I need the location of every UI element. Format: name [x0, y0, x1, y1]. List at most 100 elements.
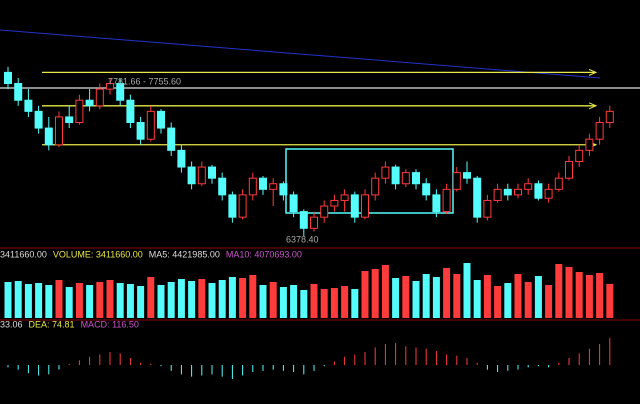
volume-bar	[412, 281, 420, 318]
volume-bar	[361, 271, 369, 318]
candle-body	[126, 99, 135, 123]
legend-label: 3411660.00	[0, 249, 47, 259]
candle-body	[95, 88, 104, 107]
candle-body	[197, 166, 206, 185]
candle-body	[554, 177, 563, 190]
volume-bar	[218, 280, 226, 318]
candle-body	[401, 172, 410, 185]
legend-label: MA10: 4070693.00	[226, 249, 302, 259]
candle-body	[565, 160, 573, 179]
volume-bar	[575, 272, 583, 318]
volume-bar	[106, 280, 114, 318]
volume-bar	[24, 284, 32, 318]
volume-bar	[35, 283, 43, 318]
legend-label: DEA: 74.81	[29, 319, 75, 329]
volume-bar	[545, 285, 553, 318]
candle-body	[228, 194, 237, 218]
candle-body	[208, 166, 216, 179]
candle-body	[259, 177, 267, 190]
candle-body	[238, 194, 247, 218]
candle-body	[432, 194, 441, 213]
candle-body	[310, 216, 318, 229]
volume-bar	[157, 285, 165, 318]
volume-bar	[249, 275, 257, 318]
candle-body	[75, 99, 84, 123]
volume-bar	[453, 274, 461, 318]
volume-bar	[514, 274, 522, 318]
volume-bar	[392, 278, 400, 318]
candle-body	[85, 99, 94, 107]
candle-body	[340, 194, 349, 201]
candle-body	[361, 194, 369, 218]
volume-bar	[137, 286, 145, 318]
volume-bar	[463, 263, 471, 318]
candle-body	[503, 188, 512, 196]
candle-body	[514, 188, 522, 196]
volume-bar	[14, 281, 22, 318]
volume-bar	[75, 283, 83, 318]
volume-bar	[443, 268, 451, 318]
volume-bar	[269, 282, 277, 318]
candle-body	[422, 183, 431, 196]
trend-line	[0, 29, 601, 79]
candle-body	[320, 205, 329, 218]
volume-bar	[432, 277, 440, 318]
candle-body	[544, 188, 553, 199]
candle-body	[452, 172, 461, 190]
volume-bar	[351, 289, 359, 318]
candle-body	[187, 166, 196, 185]
candle-body	[146, 110, 155, 140]
candle-body	[55, 116, 63, 146]
candle-body	[473, 177, 482, 218]
volume-bar	[45, 285, 53, 318]
volume-bar	[534, 276, 542, 318]
volume-bar	[341, 286, 349, 318]
volume-bar	[126, 284, 134, 318]
volume-bar	[483, 275, 491, 318]
candle-body	[136, 122, 145, 140]
candle-body	[595, 122, 604, 140]
volume-bar	[402, 276, 410, 318]
candle-body	[279, 183, 288, 196]
volume-bar	[290, 285, 298, 318]
candle-body	[391, 166, 400, 185]
candle-body	[412, 172, 420, 185]
legend-label: MACD: 116.50	[81, 319, 139, 329]
volume-bar	[422, 274, 430, 318]
volume-bar	[300, 290, 308, 318]
volume-bar	[259, 285, 267, 318]
candle-body	[350, 194, 359, 218]
volume-bar	[65, 287, 73, 318]
candle-body	[483, 199, 492, 218]
legend-label: VOLUME: 3411660.00	[53, 249, 143, 259]
volume-bar	[310, 284, 318, 318]
volume-bar	[55, 280, 63, 318]
volume-bar	[524, 282, 532, 318]
candle-body	[605, 110, 614, 124]
candle-body	[24, 99, 33, 112]
candle-body	[167, 127, 176, 151]
volume-bar	[279, 287, 287, 318]
volume-bar	[596, 273, 604, 318]
candle-body	[330, 199, 339, 207]
volume-bar	[585, 275, 593, 318]
candle-body	[381, 166, 390, 179]
annotation: 6378.40	[286, 234, 319, 244]
volume-bar	[116, 283, 124, 318]
legend-label: 33.06	[0, 319, 23, 329]
volume-bar	[555, 264, 563, 318]
volume-bar	[147, 277, 155, 318]
volume-bar	[177, 279, 185, 318]
candle-body	[269, 183, 278, 190]
volume-bar	[96, 282, 104, 318]
candle-body	[34, 110, 43, 129]
level-arrow	[588, 68, 598, 76]
volume-bar	[494, 286, 502, 318]
candle-body	[14, 83, 23, 101]
candle-body	[534, 183, 543, 199]
volume-bar	[606, 283, 614, 318]
candle-body	[4, 71, 12, 85]
candle-body	[65, 116, 74, 123]
